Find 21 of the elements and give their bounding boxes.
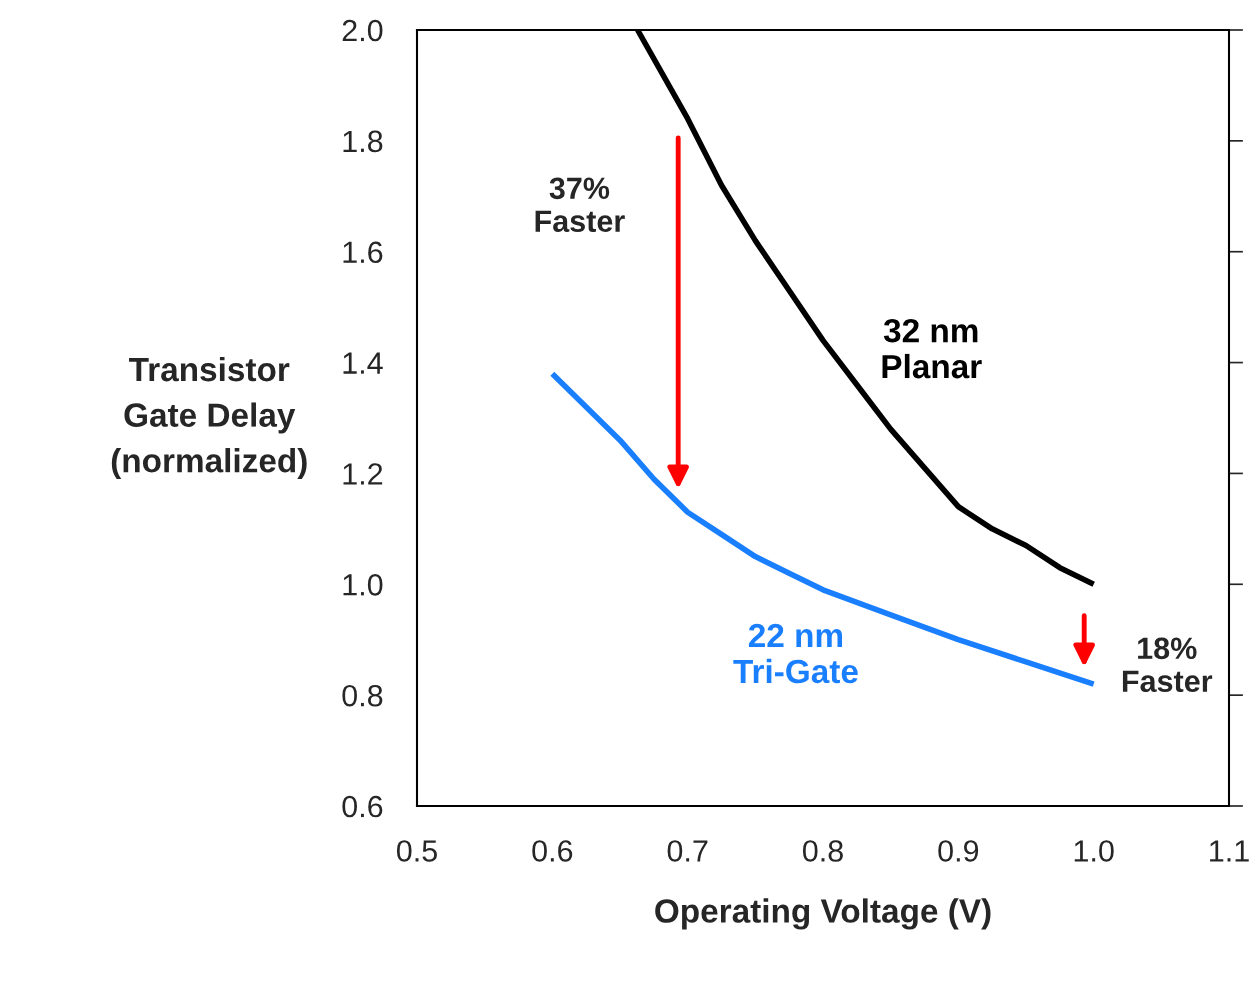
x-tick-label: 0.7: [667, 840, 708, 862]
annotation: 37% Faster: [535, 177, 625, 233]
x-tick-label: 0.8: [802, 840, 843, 862]
y-tick-label: 1.4: [343, 352, 383, 374]
y-tick-label: 2.0: [342, 19, 383, 42]
x-axis-title: Operating Voltage (V): [655, 898, 991, 930]
x-tick-label: 0.6: [532, 840, 573, 862]
y-tick-label: 1.6: [343, 241, 383, 264]
y-tick-label: 1.2: [343, 463, 383, 485]
y-axis-title: Transistor Gate Delay (normalized): [111, 356, 307, 480]
x-tick-label: 0.5: [396, 840, 437, 862]
annotation: 18% Faster: [1122, 637, 1213, 693]
y-tick-label: 1.0: [343, 574, 383, 596]
x-tick-label: 0.9: [938, 840, 979, 862]
series-label: 22 nm Tri-Gate: [733, 623, 858, 684]
x-tick-label: 1.1: [1210, 840, 1249, 862]
x-tick-label: 1.0: [1074, 840, 1114, 862]
series-label: 32 nm Planar: [882, 318, 982, 379]
y-tick-label: 0.6: [342, 795, 383, 818]
y-tick-label: 0.8: [342, 684, 383, 707]
y-tick-label: 1.8: [343, 130, 383, 153]
